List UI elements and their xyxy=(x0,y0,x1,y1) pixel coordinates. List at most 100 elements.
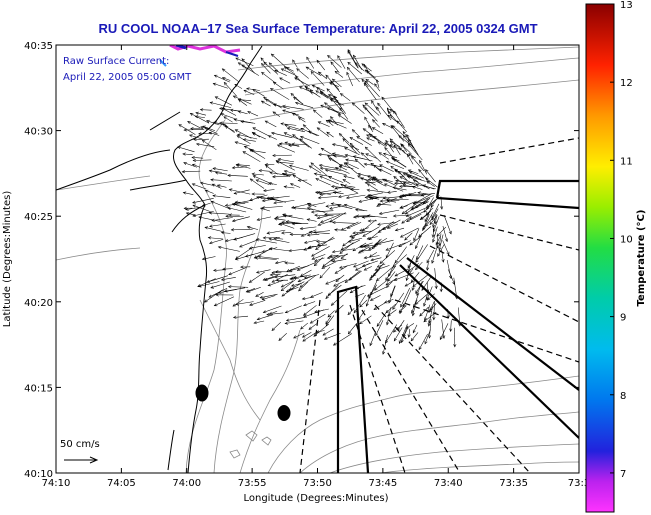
current-vector-head xyxy=(417,191,421,195)
current-vector-head xyxy=(429,307,433,311)
current-vector-head xyxy=(421,287,425,291)
current-vector xyxy=(358,197,380,203)
current-vector xyxy=(218,289,237,294)
current-vector-head xyxy=(361,264,366,267)
current-vector-head xyxy=(247,111,251,114)
current-vector-head xyxy=(250,149,254,153)
current-vector xyxy=(195,112,207,116)
current-vector-head xyxy=(223,116,227,120)
current-vector xyxy=(426,249,435,263)
current-vector-head xyxy=(199,181,204,185)
current-vector-head xyxy=(261,199,266,203)
current-vector-head xyxy=(259,295,264,299)
current-vector-head xyxy=(317,242,321,246)
current-vector xyxy=(423,311,437,323)
current-vector xyxy=(382,334,388,355)
current-vector xyxy=(334,71,344,78)
y-axis-ticks: 40:10 40:15 40:20 40:25 40:30 40:35 xyxy=(24,41,579,480)
current-vector xyxy=(302,330,319,342)
current-vector-head xyxy=(384,142,388,146)
current-vector xyxy=(320,167,342,171)
current-vector-head xyxy=(290,92,294,97)
current-vector-head xyxy=(363,64,367,68)
current-vector xyxy=(422,197,431,205)
current-vector-head xyxy=(392,264,396,268)
current-vector xyxy=(263,305,282,313)
current-vector xyxy=(406,213,422,222)
current-vector xyxy=(437,243,445,257)
current-vector-head xyxy=(300,326,304,330)
current-vector-head xyxy=(208,169,213,173)
current-vector xyxy=(355,262,370,271)
current-vector-head xyxy=(398,135,402,139)
current-vector-head xyxy=(188,134,193,138)
current-vector-head xyxy=(269,88,274,92)
current-vector-head xyxy=(228,188,233,192)
current-vector xyxy=(407,154,414,165)
current-vector-head xyxy=(292,59,296,63)
current-vector-head xyxy=(284,310,289,314)
current-vector-head xyxy=(322,332,327,336)
current-vector xyxy=(350,285,363,294)
current-vector-head xyxy=(308,130,312,134)
current-vector-head xyxy=(213,303,218,307)
current-vector xyxy=(407,255,415,269)
current-vector xyxy=(415,232,423,249)
current-vector xyxy=(261,63,271,74)
current-vector-head xyxy=(237,98,242,102)
current-vector-head xyxy=(415,290,419,294)
current-vector xyxy=(354,62,365,72)
current-vector-head xyxy=(405,277,409,282)
current-vector xyxy=(265,120,277,128)
current-vector-head xyxy=(263,188,267,193)
current-vector xyxy=(234,189,250,194)
current-vector xyxy=(247,226,259,230)
current-vector-head xyxy=(376,203,380,207)
current-vector xyxy=(392,254,407,268)
current-vector xyxy=(367,183,379,191)
current-vector-head xyxy=(409,242,413,246)
current-vector xyxy=(286,317,306,321)
current-vector xyxy=(221,107,237,116)
current-vector-head xyxy=(306,218,311,222)
current-vector-head xyxy=(246,87,250,91)
current-vector xyxy=(331,186,354,190)
current-vector-head xyxy=(359,244,364,248)
current-vector-head xyxy=(378,211,383,215)
current-vector xyxy=(285,305,302,313)
current-vector-head xyxy=(224,238,229,243)
current-vector xyxy=(406,134,416,152)
current-vector xyxy=(426,286,433,300)
current-vector-head xyxy=(209,224,213,228)
current-vector xyxy=(346,72,353,87)
current-vector-head xyxy=(274,275,278,279)
current-vector xyxy=(408,169,419,174)
current-vector xyxy=(353,215,368,218)
current-vector xyxy=(260,207,270,212)
current-vector xyxy=(299,274,317,288)
current-vector xyxy=(382,178,397,187)
current-vector xyxy=(212,168,228,172)
current-vector xyxy=(377,203,392,206)
current-vector-head xyxy=(371,245,376,250)
current-vector xyxy=(347,67,360,83)
current-vector xyxy=(385,242,394,259)
current-vector xyxy=(385,324,398,344)
current-vector-head xyxy=(431,234,435,238)
current-vector xyxy=(432,226,435,238)
current-vector-head xyxy=(292,134,296,138)
current-vector xyxy=(385,303,396,314)
chart-title: RU COOL NOAA–17 Sea Surface Temperature:… xyxy=(98,21,537,36)
current-vector-head xyxy=(418,168,422,173)
current-vector-head xyxy=(280,287,285,292)
current-vector-head xyxy=(335,278,339,283)
current-vector-head xyxy=(411,310,414,314)
y-tick-label: 40:15 xyxy=(24,383,53,394)
current-vector xyxy=(394,246,407,264)
current-vector xyxy=(439,323,449,340)
current-vector xyxy=(310,162,327,176)
current-vector xyxy=(278,332,287,341)
current-vector-head xyxy=(366,293,371,297)
current-vector xyxy=(239,239,259,248)
current-vector xyxy=(327,310,335,318)
